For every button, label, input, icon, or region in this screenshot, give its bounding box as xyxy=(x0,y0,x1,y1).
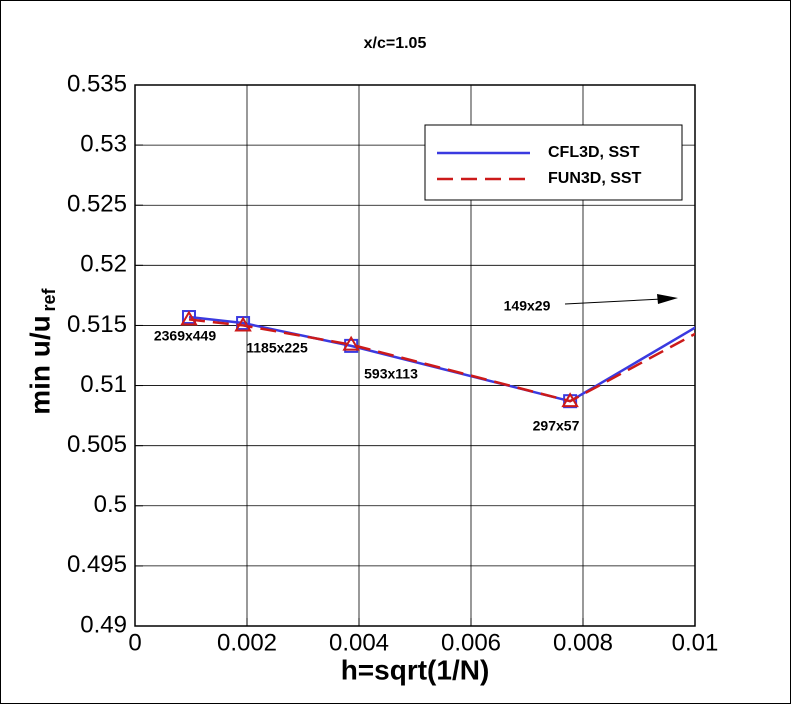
y-tick-label: 0.49 xyxy=(80,611,127,638)
x-tick-label: 0.008 xyxy=(553,629,613,656)
annotation: 149x29 xyxy=(504,298,551,314)
y-tick-label: 0.495 xyxy=(67,551,127,578)
chart-title: x/c=1.05 xyxy=(364,35,427,52)
y-tick-label: 0.53 xyxy=(80,130,127,157)
y-tick-label: 0.52 xyxy=(80,251,127,278)
marker xyxy=(234,316,252,332)
y-tick-label: 0.5 xyxy=(94,491,127,518)
annotation-arrow xyxy=(564,298,663,305)
series-line xyxy=(188,318,695,403)
annotation: 1185x225 xyxy=(246,340,308,356)
x-tick-label: 0.006 xyxy=(441,629,501,656)
y-tick-label: 0.525 xyxy=(67,191,127,218)
y-axis-label-group: min u/u ref xyxy=(24,287,58,414)
annotation: 2369x449 xyxy=(154,328,217,344)
y-axis-label-sub: ref xyxy=(39,287,59,311)
annotation-arrowhead xyxy=(657,294,678,304)
legend-label: CFL3D, SST xyxy=(548,144,640,161)
annotation: 297x57 xyxy=(533,418,580,434)
marker xyxy=(342,335,360,351)
marker xyxy=(561,392,579,408)
plot-border xyxy=(134,84,696,627)
legend-box xyxy=(424,124,683,201)
y-tick-label: 0.515 xyxy=(67,311,127,338)
x-tick-label: 0.01 xyxy=(672,629,719,656)
marker xyxy=(180,310,198,326)
x-tick-label: 0.002 xyxy=(217,629,277,656)
x-axis-label: h=sqrt(1/N) xyxy=(341,654,490,685)
y-tick-label: 0.535 xyxy=(67,70,127,97)
x-tick-label: 0 xyxy=(128,629,141,656)
annotation: 593x113 xyxy=(364,366,418,382)
y-tick-label: 0.51 xyxy=(80,371,127,398)
series-line xyxy=(188,315,695,403)
y-axis-label: min u/u xyxy=(24,315,55,415)
y-tick-label: 0.505 xyxy=(67,431,127,458)
legend-label: FUN3D, SST xyxy=(548,170,642,187)
x-tick-label: 0.004 xyxy=(329,629,389,656)
